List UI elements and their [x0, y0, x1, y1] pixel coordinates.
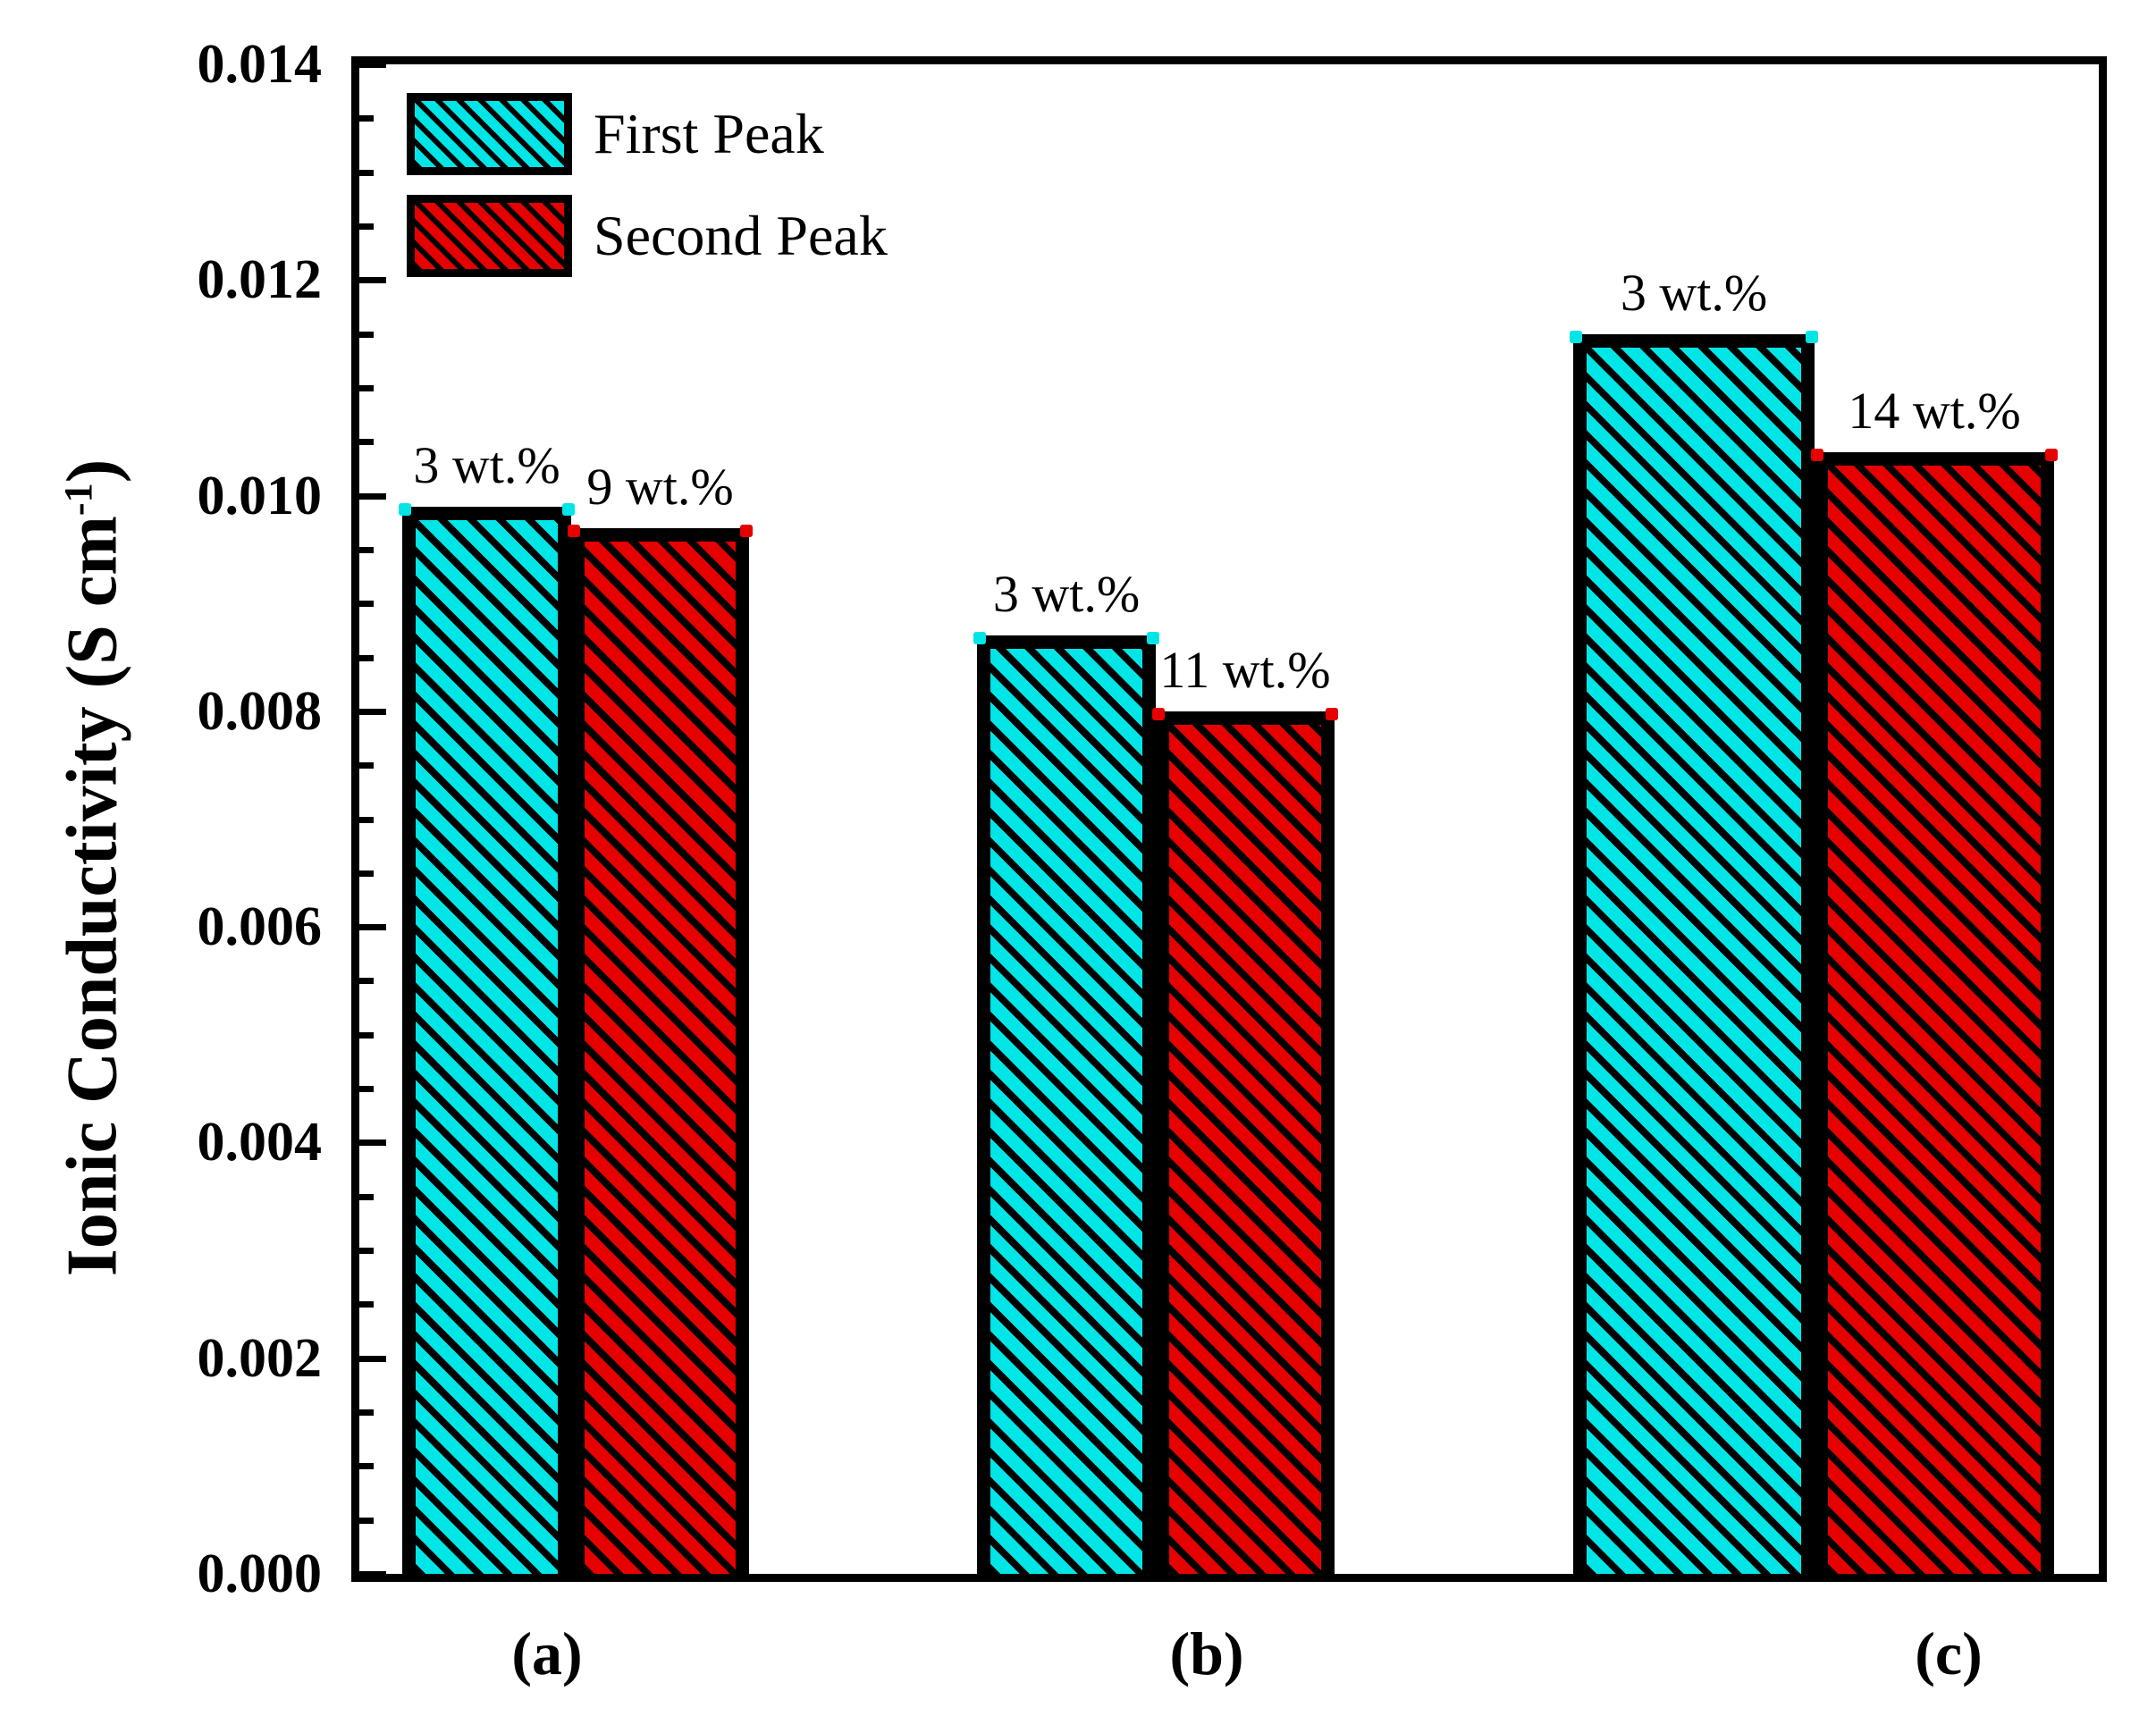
y-axis-minor-tick: [359, 762, 374, 769]
y-axis-major-tick: [359, 492, 386, 500]
y-axis-minor-tick: [359, 1193, 374, 1200]
bar-value-label: 3 wt.%: [1620, 264, 1768, 322]
x-group-label-a: (a): [511, 1619, 583, 1687]
y-axis-minor-tick: [359, 439, 374, 446]
y-axis-minor-tick: [359, 115, 374, 122]
y-axis-major-tick: [359, 708, 386, 715]
y-axis-minor-tick: [359, 816, 374, 823]
bar-value-label: 14 wt.%: [1848, 382, 2021, 440]
corner-right-accent: [740, 525, 753, 537]
corner-right-accent: [1806, 331, 1818, 343]
y-tick-label: 0.000: [197, 1543, 323, 1604]
y-tick-label: 0.014: [197, 34, 323, 95]
bar-value-label: 3 wt.%: [413, 436, 560, 494]
y-axis-major-tick: [359, 277, 386, 284]
corner-left-accent: [568, 525, 580, 537]
x-group-label-c: (c): [1915, 1619, 1983, 1687]
y-axis-minor-tick: [359, 223, 374, 230]
y-axis-minor-tick: [359, 169, 374, 176]
y-axis-title: Ionic Conductivity (S cm-1): [38, 108, 132, 1627]
y-tick-label: 0.004: [197, 1112, 323, 1173]
y-axis-minor-tick: [359, 1409, 374, 1417]
y-tick-label: 0.012: [197, 249, 323, 311]
legend-swatch-second-peak: [407, 195, 572, 277]
plot-area: 3 wt.% 3 wt.% 3 wt.% 9 wt.% 11 wt.% 14 wt.%: [351, 56, 2107, 1582]
bar-value-label: 11 wt.%: [1159, 641, 1331, 699]
legend-item-first-peak: First Peak: [407, 93, 888, 175]
corner-left-accent: [1811, 449, 1823, 461]
bar-second-peak-b: [1156, 711, 1335, 1574]
y-axis-minor-tick: [359, 870, 374, 877]
y-axis-major-tick: [359, 924, 386, 931]
bar-second-peak-a: [571, 528, 749, 1574]
y-axis-minor-tick: [359, 1463, 374, 1470]
y-axis-minor-tick: [359, 331, 374, 338]
bar-first-peak-a: [402, 507, 571, 1574]
y-axis-major-tick: [359, 1140, 386, 1147]
bar-value-label: 9 wt.%: [586, 458, 734, 516]
legend-label-first-peak: First Peak: [594, 102, 824, 165]
corner-left-accent: [973, 632, 986, 644]
y-axis-minor-tick: [359, 1031, 374, 1039]
y-axis-minor-tick: [359, 384, 374, 391]
bar-first-peak-b: [977, 635, 1156, 1574]
legend-label-second-peak: Second Peak: [594, 204, 888, 267]
corner-right-accent: [562, 503, 575, 516]
y-tick-label: 0.010: [197, 465, 323, 526]
y-axis-major-tick: [359, 1355, 386, 1362]
y-axis-minor-tick: [359, 1517, 374, 1524]
corner-right-accent: [1147, 632, 1159, 644]
y-tick-label: 0.008: [197, 680, 323, 742]
corner-right-accent: [1326, 708, 1338, 720]
y-axis-minor-tick: [359, 601, 374, 608]
y-tick-label: 0.006: [197, 896, 323, 958]
y-axis-minor-tick: [359, 546, 374, 553]
corner-left-accent: [1152, 708, 1165, 720]
corner-left-accent: [399, 503, 411, 516]
corner-right-accent: [2045, 449, 2058, 461]
bar-value-label: 3 wt.%: [992, 565, 1141, 623]
y-axis-major-tick: [359, 62, 386, 68]
legend-swatch-first-peak: [407, 93, 572, 175]
y-tick-label: 0.002: [197, 1327, 323, 1389]
legend-item-second-peak: Second Peak: [407, 195, 888, 277]
y-axis-minor-tick: [359, 1086, 374, 1093]
y-axis-minor-tick: [359, 978, 374, 985]
y-axis-minor-tick: [359, 1301, 374, 1308]
legend: First Peak Second Peak: [407, 93, 888, 277]
bar-first-peak-c: [1573, 334, 1815, 1574]
y-axis-minor-tick: [359, 1248, 374, 1255]
bar-second-peak-c: [1815, 452, 2054, 1574]
corner-left-accent: [1570, 331, 1582, 343]
x-group-label-b: (b): [1169, 1619, 1244, 1687]
y-axis-minor-tick: [359, 654, 374, 661]
y-axis-major-tick: [359, 1571, 386, 1577]
